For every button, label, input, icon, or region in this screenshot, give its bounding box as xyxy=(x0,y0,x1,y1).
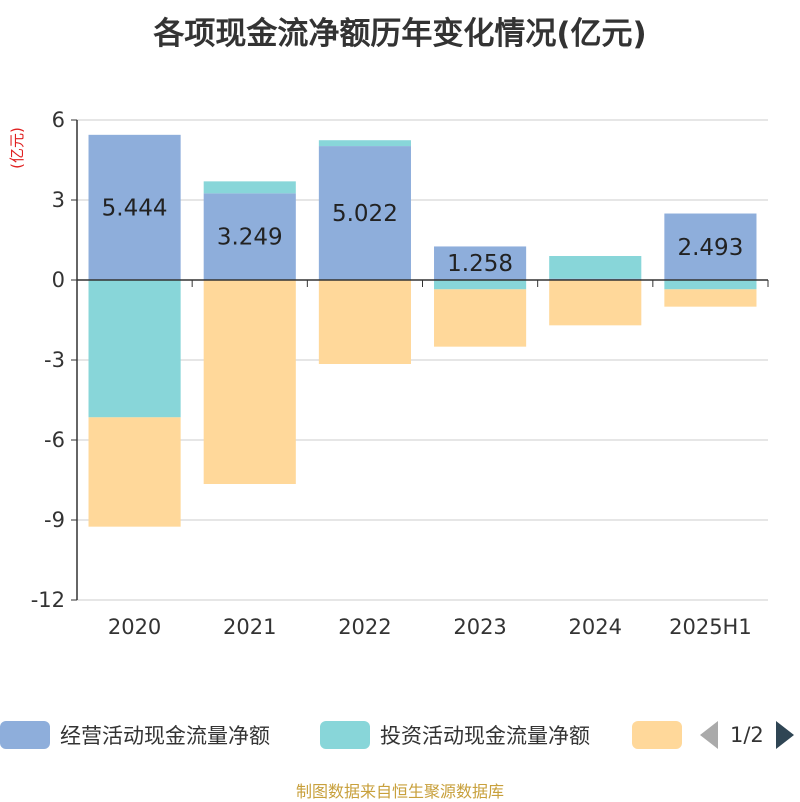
y-tick-label: -9 xyxy=(44,508,65,532)
bar-financing-2022 xyxy=(318,280,411,364)
source-note: 制图数据来自恒生聚源数据库 xyxy=(295,782,504,801)
data-label: 2.493 xyxy=(677,235,743,261)
chart-title: 各项现金流净额历年变化情况(亿元) xyxy=(153,16,647,52)
x-tick-label: 2023 xyxy=(453,615,506,639)
bar-investing-2024 xyxy=(549,256,642,279)
legend-item-operating[interactable]: 经营活动现金流量净额 xyxy=(0,715,270,755)
bar-financing-2021 xyxy=(203,280,296,484)
bar-operating-2025H1 xyxy=(664,213,757,280)
data-label: 3.249 xyxy=(217,225,283,251)
legend-page-indicator: 1/2 xyxy=(730,723,764,747)
legend-label-investing: 投资活动现金流量净额 xyxy=(380,724,590,748)
y-tick-label: -12 xyxy=(31,588,65,612)
y-axis-title: (亿元) xyxy=(8,127,26,169)
legend-item-investing[interactable]: 投资活动现金流量净额 xyxy=(320,715,590,755)
bar-financing-2023 xyxy=(434,289,527,347)
x-tick-label: 2021 xyxy=(223,615,276,639)
y-tick-label: 6 xyxy=(52,108,65,132)
x-tick-label: 2025H1 xyxy=(669,615,752,639)
legend: 经营活动现金流量净额 投资活动现金流量净额 1/2 xyxy=(0,715,800,755)
bar-operating-2023 xyxy=(434,246,527,280)
y-tick-label: -6 xyxy=(44,428,65,452)
bar-operating-2020 xyxy=(88,134,181,280)
legend-swatch-investing xyxy=(320,721,370,749)
x-tick-label: 2020 xyxy=(108,615,161,639)
legend-next-page-icon[interactable] xyxy=(775,721,794,749)
legend-prev-page-icon[interactable] xyxy=(700,721,718,749)
x-tick-label: 2022 xyxy=(338,615,391,639)
legend-swatch-financing xyxy=(632,721,682,749)
bar-chart: 6 3 0 -3 -6 -9 -12 (亿元) 5.444 3.249 5.022 1.258 2.49… xyxy=(8,108,769,639)
bar-investing-2021 xyxy=(203,181,296,194)
data-label: 1.258 xyxy=(447,251,513,277)
bar-investing-2023 xyxy=(434,280,527,290)
bar-financing-2024 xyxy=(549,280,642,326)
bar-operating-2021 xyxy=(203,193,296,280)
bar-investing-2025H1 xyxy=(664,280,757,290)
legend-item-financing[interactable] xyxy=(632,715,692,755)
x-tick-label: 2024 xyxy=(569,615,622,639)
bar-financing-2020 xyxy=(88,417,181,527)
bar-investing-2022 xyxy=(318,140,411,147)
y-tick-label: -3 xyxy=(44,348,65,372)
y-tick-label: 3 xyxy=(52,188,65,212)
bar-operating-2022 xyxy=(318,146,411,280)
legend-swatch-operating xyxy=(0,721,50,749)
y-tick-label: 0 xyxy=(52,268,65,292)
data-label: 5.444 xyxy=(102,195,168,221)
legend-pager: 1/2 xyxy=(700,715,794,755)
legend-label-operating: 经营活动现金流量净额 xyxy=(60,724,270,748)
data-label: 5.022 xyxy=(332,201,398,227)
bar-investing-2020 xyxy=(88,280,181,418)
bar-financing-2025H1 xyxy=(664,289,757,307)
